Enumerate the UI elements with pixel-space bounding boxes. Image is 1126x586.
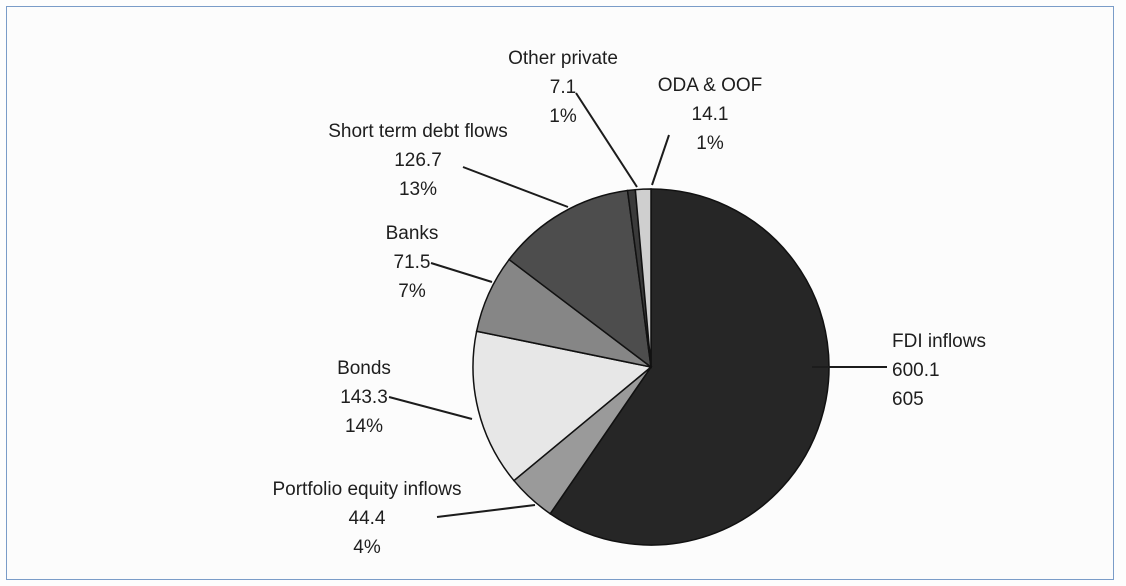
leader-other-private (576, 93, 637, 187)
leader-short-term-debt-flows (463, 167, 568, 207)
label-banks-pct: 7% (398, 281, 426, 302)
pie-chart: FDI inflows 600.1 605 Portfolio equity infl… (7, 7, 1115, 581)
label-banks-name: Banks (386, 223, 439, 244)
leader-bonds (389, 397, 472, 419)
label-other-private-name: Other private (508, 48, 618, 69)
label-portfolio-equity-inflows-pct: 4% (353, 537, 381, 558)
label-oda-oof-name: ODA & OOF (658, 75, 763, 96)
leader-portfolio-equity-inflows (437, 505, 535, 517)
label-short-term-debt-flows-name: Short term debt flows (328, 121, 508, 142)
label-banks-value: 71.5 (394, 252, 431, 273)
label-other-private-pct: 1% (549, 106, 577, 127)
label-portfolio-equity-inflows-value: 44.4 (349, 508, 386, 529)
label-bonds-value: 143.3 (340, 387, 388, 408)
chart-frame: FDI inflows 600.1 605 Portfolio equity infl… (6, 6, 1114, 580)
label-fdi-inflows-pct: 605 (892, 389, 924, 410)
label-short-term-debt-flows-value: 126.7 (394, 150, 442, 171)
label-portfolio-equity-inflows-name: Portfolio equity inflows (272, 479, 461, 500)
leader-banks (431, 263, 492, 282)
label-bonds-name: Bonds (337, 358, 391, 379)
label-other-private-value: 7.1 (550, 77, 576, 98)
leader-oda-oof (652, 135, 669, 185)
label-oda-oof-pct: 1% (696, 133, 724, 154)
label-short-term-debt-flows-pct: 13% (399, 179, 437, 200)
label-fdi-inflows-value: 600.1 (892, 360, 940, 381)
label-fdi-inflows-name: FDI inflows (892, 331, 986, 352)
label-bonds-pct: 14% (345, 416, 383, 437)
label-oda-oof-value: 14.1 (692, 104, 729, 125)
